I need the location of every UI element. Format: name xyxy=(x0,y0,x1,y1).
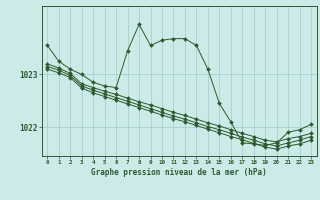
X-axis label: Graphe pression niveau de la mer (hPa): Graphe pression niveau de la mer (hPa) xyxy=(91,168,267,177)
